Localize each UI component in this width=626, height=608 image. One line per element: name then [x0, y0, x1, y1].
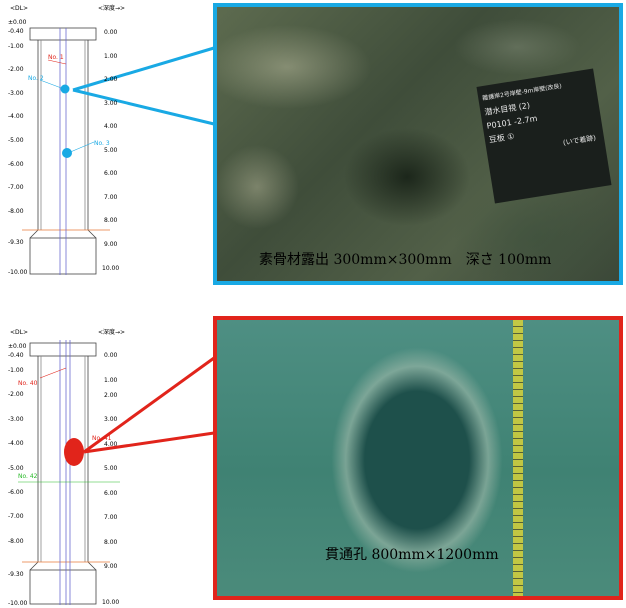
lower-depth-label: 10.00 — [102, 599, 119, 606]
upper-photo-caption: 素骨材露出 300mm×300mm 深さ 100mm — [259, 252, 552, 268]
upper-elev-header: <DL> — [10, 5, 28, 12]
lower-inspection-photo: 貫通孔 800mm×1200mm — [213, 316, 623, 600]
upper-marker-label-no3: No. 3 — [94, 140, 110, 147]
upper-callout — [72, 46, 215, 126]
lower-depth-header: <深度→> — [98, 328, 125, 336]
upper-elev-label: -7.00 — [8, 184, 24, 191]
upper-depth-header: <深度→> — [98, 4, 125, 12]
lower-elev-label: -2.00 — [8, 391, 24, 398]
lower-depth-label: 4.00 — [104, 441, 118, 448]
lower-depth-label: 0.00 — [104, 352, 118, 359]
upper-elev-label: -8.00 — [8, 208, 24, 215]
inspection-board: 離護岸2号岸壁-9m岸壁(改良) 潜水目視 (2) P0101 -2.7m 豆板… — [476, 68, 612, 204]
upper-elev-label: -5.00 — [8, 137, 24, 144]
upper-marker-no2-dot — [60, 84, 70, 94]
lower-elev-label: -9.30 — [8, 571, 24, 578]
lower-depth-label: 2.00 — [104, 392, 118, 399]
lower-callout — [83, 356, 215, 454]
upper-elev-label: -2.00 — [8, 66, 24, 73]
lower-elev-label: ±0.00 — [8, 343, 27, 350]
upper-pile-shape — [22, 27, 110, 275]
upper-elev-label: -0.40 — [8, 28, 24, 35]
lower-elev-label: -3.00 — [8, 416, 24, 423]
upper-depth-label: 2.00 — [104, 76, 118, 83]
upper-inspection-photo: 離護岸2号岸壁-9m岸壁(改良) 潜水目視 (2) P0101 -2.7m 豆板… — [213, 3, 623, 285]
upper-marker-label-no1: No. 1 — [48, 54, 64, 61]
lower-depth-label: 5.00 — [104, 465, 118, 472]
upper-depth-label: 5.00 — [104, 147, 118, 154]
upper-depth-label: 3.00 — [104, 100, 118, 107]
upper-elev-label: -6.00 — [8, 161, 24, 168]
upper-depth-label: 6.00 — [104, 170, 118, 177]
upper-elev-label: -9.30 — [8, 239, 24, 246]
upper-depth-label: 10.00 — [102, 265, 119, 272]
measuring-staff — [513, 320, 523, 596]
lower-marker-no41-blob — [64, 438, 84, 466]
upper-elev-label: -4.00 — [8, 113, 24, 120]
lower-elev-label: -6.00 — [8, 489, 24, 496]
upper-depth-label: 9.00 — [104, 241, 118, 248]
upper-depth-label: 0.00 — [104, 29, 118, 36]
lower-marker-label-no42: No. 42 — [18, 473, 38, 480]
lower-elev-label: -10.00 — [8, 600, 28, 607]
upper-depth-label: 8.00 — [104, 217, 118, 224]
lower-elev-header: <DL> — [10, 329, 28, 336]
lower-depth-label: 9.00 — [104, 563, 118, 570]
lower-pile-shape — [22, 340, 110, 605]
lower-depth-label: 3.00 — [104, 416, 118, 423]
lower-elev-label: -4.00 — [8, 440, 24, 447]
lower-elev-label: -0.40 — [8, 352, 24, 359]
upper-depth-label: 1.00 — [104, 53, 118, 60]
lower-elev-label: -1.00 — [8, 367, 24, 374]
upper-marker-no3-dot — [62, 148, 72, 158]
lower-marker-leaders — [18, 367, 120, 483]
upper-elev-label: -1.00 — [8, 43, 24, 50]
lower-depth-label: 6.00 — [104, 490, 118, 497]
lower-depth-label: 7.00 — [104, 514, 118, 521]
upper-elev-label: -10.00 — [8, 269, 28, 276]
upper-marker-label-no2: No. 2 — [28, 75, 44, 82]
lower-elev-label: -8.00 — [8, 538, 24, 545]
lower-depth-label: 1.00 — [104, 377, 118, 384]
lower-marker-label-no41: No. 41 — [92, 435, 112, 442]
lower-elev-label: -7.00 — [8, 513, 24, 520]
lower-photo-caption: 貫通孔 800mm×1200mm — [325, 547, 499, 563]
lower-depth-label: 8.00 — [104, 539, 118, 546]
upper-marker-leaders — [39, 59, 95, 158]
upper-depth-label: 4.00 — [104, 123, 118, 130]
upper-elev-label: -3.00 — [8, 90, 24, 97]
upper-elev-label: ±0.00 — [8, 19, 27, 26]
lower-marker-label-no40: No. 40 — [18, 380, 38, 387]
upper-depth-label: 7.00 — [104, 194, 118, 201]
lower-elev-label: -5.00 — [8, 465, 24, 472]
